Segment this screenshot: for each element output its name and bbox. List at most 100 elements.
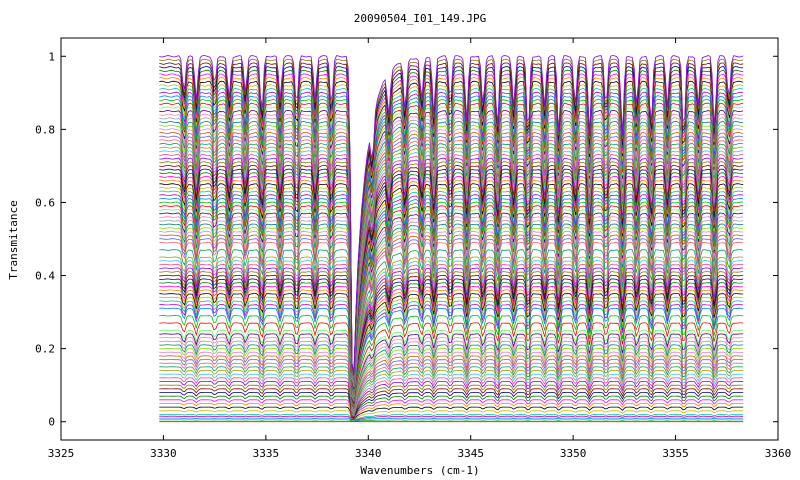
y-tick-label: 1 <box>48 50 55 63</box>
transmittance-series <box>159 402 744 420</box>
x-tick-label: 3340 <box>355 447 382 460</box>
transmittance-series <box>159 95 744 379</box>
y-tick-label: 0.2 <box>35 343 55 356</box>
transmittance-series <box>159 373 744 417</box>
transmittance-series <box>159 300 744 407</box>
transmittance-series <box>159 415 744 422</box>
transmittance-series <box>159 285 744 405</box>
transmittance-series <box>159 153 744 387</box>
y-axis-label: Transmitance <box>7 200 20 279</box>
transmittance-series <box>159 351 744 414</box>
transmittance-series <box>159 238 744 398</box>
transmittance-series <box>159 296 744 407</box>
transmittance-series <box>159 227 744 397</box>
transmittance-series <box>159 274 744 403</box>
transmittance-series <box>159 329 744 411</box>
y-tick-label: 0 <box>48 416 55 429</box>
transmittance-series <box>159 344 744 413</box>
transmittance-series <box>159 359 744 415</box>
transmittance-series <box>159 337 744 412</box>
transmittance-series <box>159 168 744 389</box>
transmittance-series <box>159 139 744 385</box>
transmittance-series <box>159 249 744 399</box>
transmittance-series <box>159 146 744 386</box>
transmittance-series <box>159 230 744 397</box>
transmittance-series <box>159 88 744 378</box>
transmittance-series <box>159 384 744 418</box>
x-tick-label: 3345 <box>457 447 484 460</box>
transmittance-series <box>159 135 744 384</box>
transmittance-series <box>159 102 744 381</box>
transmittance-series <box>159 113 744 382</box>
transmittance-series <box>159 164 744 389</box>
transmittance-series <box>159 419 744 422</box>
transmittance-series <box>159 366 744 416</box>
transmittance-series <box>159 267 744 402</box>
x-tick-label: 3330 <box>150 447 177 460</box>
x-tick-label: 3360 <box>765 447 792 460</box>
transmittance-series <box>159 179 744 390</box>
transmittance-series <box>159 175 744 390</box>
tick-layer: 3325 3330 3335 3340 3345 3350 3355 3360 0 0.2 0.4 0… <box>35 38 791 460</box>
transmittance-series <box>159 73 744 376</box>
transmittance-series <box>159 201 744 393</box>
transmittance-series <box>159 99 744 380</box>
transmittance-series <box>159 186 744 391</box>
transmittance-series <box>159 66 744 376</box>
transmittance-series <box>159 241 744 398</box>
transmittance-series <box>159 216 744 396</box>
transmittance-series <box>159 131 744 384</box>
transmittance-series <box>159 223 744 397</box>
transmittance-series <box>159 142 744 385</box>
transmittance-series <box>159 84 744 377</box>
transmittance-series <box>159 58 744 375</box>
transmittance-series <box>159 117 744 383</box>
transmittance-series <box>159 106 744 381</box>
transmittance-series <box>159 80 744 377</box>
transmittance-series <box>159 194 744 392</box>
transmittance-series <box>159 157 744 388</box>
y-tick-label: 0.6 <box>35 196 55 209</box>
transmittance-series <box>159 197 744 393</box>
y-tick-label: 0.4 <box>35 270 55 283</box>
chart-title: 20090504_I01_149.JPG <box>354 12 486 25</box>
transmittance-series <box>159 183 744 391</box>
transmittance-series <box>159 315 744 409</box>
transmittance-series <box>159 388 744 418</box>
transmittance-series <box>159 62 744 375</box>
transmittance-series <box>159 271 744 403</box>
transmittance-series <box>159 380 744 418</box>
transmittance-series <box>159 77 744 376</box>
transmittance-series <box>159 391 744 419</box>
transmittance-series <box>159 293 744 407</box>
transmittance-series <box>159 322 744 410</box>
transmittance-series <box>159 256 744 400</box>
transmittance-series <box>159 395 744 419</box>
transmittance-series <box>159 212 744 395</box>
transmittance-series <box>159 399 744 420</box>
transmittance-series <box>159 370 744 416</box>
transmittance-series <box>159 278 744 404</box>
transmittance-series <box>159 91 744 379</box>
transmittance-series <box>159 362 744 415</box>
transmittance-series <box>159 355 744 414</box>
transmittance-series <box>159 417 744 422</box>
transmittance-series <box>159 219 744 396</box>
transmittance-series <box>159 172 744 390</box>
series-layer <box>159 55 744 423</box>
transmittance-series <box>159 377 744 417</box>
x-tick-label: 3355 <box>662 447 689 460</box>
transmittance-series <box>159 121 744 383</box>
transmittance-series <box>159 263 744 402</box>
transmittance-series <box>159 124 744 383</box>
x-tick-label: 3350 <box>560 447 587 460</box>
y-tick-label: 0.8 <box>35 123 55 136</box>
transmittance-series <box>159 406 744 421</box>
transmittance-series <box>159 260 744 401</box>
transmittance-series <box>159 304 744 408</box>
x-tick-label: 3335 <box>253 447 280 460</box>
x-axis-label: Wavenumbers (cm-1) <box>360 464 479 477</box>
transmittance-series <box>159 340 744 413</box>
transmittance-series <box>159 307 744 408</box>
